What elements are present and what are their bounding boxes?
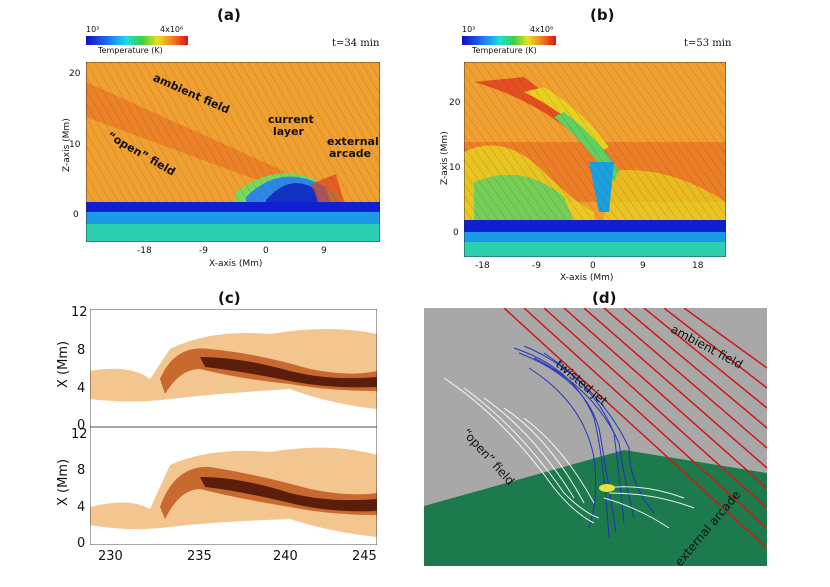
panel-c-bottom-ytick: 12 [71,427,88,442]
panel-a-ytick: 10 [69,140,81,150]
panel-c-label: (c) [218,289,241,307]
panel-b-xtick: 0 [590,261,596,271]
panel-b-xtick: 18 [692,261,704,271]
panel-c-bottom-ytick: 8 [77,463,86,478]
panel-b-colorbar [462,36,556,45]
panel-b-image [464,62,726,257]
panel-a-xlabel: X-axis (Mm) [209,259,263,269]
panel-c-top-ytick: 0 [77,418,86,433]
panel-b-ytick: 10 [449,163,461,173]
panel-b-ylabel: Z-axis (Mm) [440,131,450,185]
panel-b-xtick: -18 [475,261,490,271]
panel-a-external-label-line2: arcade [329,147,372,160]
panel-c-bottom-plot [90,427,377,545]
panel-a-current-label-line1: current [268,113,314,126]
panel-c-top-ytick: 8 [77,343,86,358]
panel-b-ytick: 0 [453,228,459,238]
panel-c-xtick: 240 [273,549,298,564]
panel-c-top-ytick: 12 [71,305,88,320]
panel-c-top-ytick: 4 [77,381,86,396]
panel-b-label: (b) [590,6,615,24]
panel-b-colorbar-title: Temperature (K) [472,46,537,55]
panel-d-label: (d) [592,289,617,307]
panel-a-ytick: 0 [73,210,79,220]
panel-a-external-label-line1: external [327,135,379,148]
panel-a-current-label-line2: layer [273,125,304,138]
panel-c-xtick: 245 [352,549,377,564]
panel-b-time: t=53 min [684,38,732,49]
panel-a-ytick: 20 [69,69,81,79]
panel-a-colorbar-title: Temperature (K) [98,46,163,55]
panel-c-bottom-ylabel: X (Mm) [56,458,71,506]
panel-a-xtick: -9 [199,246,208,256]
panel-b-colorbar-min: 10³ [462,25,476,34]
panel-c-top-ylabel: X (Mm) [56,340,71,388]
panel-a-colorbar-max: 4x10⁶ [160,25,184,34]
panel-c-xtick: 235 [187,549,212,564]
panel-b-ytick: 20 [449,98,461,108]
panel-c-bottom-ytick: 0 [77,536,86,551]
panel-b-xtick: -9 [532,261,541,271]
panel-b-xtick: 9 [640,261,646,271]
panel-a-colorbar [86,36,188,45]
panel-d-render [424,308,767,566]
panel-a-time: t=34 min [332,38,380,49]
panel-a-label: (a) [217,6,241,24]
panel-a-image [86,62,380,242]
panel-a-xtick: 9 [321,246,327,256]
panel-a-xtick: -18 [137,246,152,256]
panel-c-xtick: 230 [98,549,123,564]
panel-b-colorbar-max: 4x10⁶ [530,25,554,34]
panel-c-bottom-ytick: 4 [77,500,86,515]
panel-c-top-plot [90,309,377,427]
panel-b-xlabel: X-axis (Mm) [560,273,614,283]
panel-a-xtick: 0 [263,246,269,256]
panel-a-colorbar-min: 10³ [86,25,100,34]
